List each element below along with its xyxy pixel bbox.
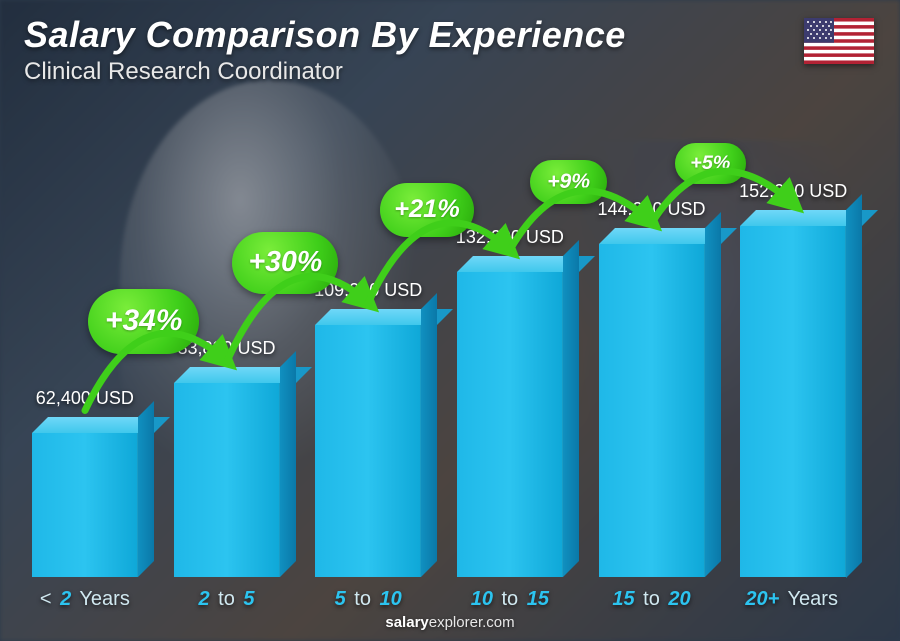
salary-bar-chart: 62,400 USD< 2 Years83,800 USD2 to 5109,0… [14, 110, 864, 577]
bar-front [174, 383, 280, 577]
bar-top [32, 417, 154, 433]
value-label: 152,000 USD [739, 181, 847, 202]
x-axis-label: 5 to 10 [335, 588, 402, 611]
bar-side [280, 351, 296, 577]
percent-increase-badge: +9% [530, 160, 607, 204]
bar-top [457, 256, 579, 272]
bar [599, 244, 705, 577]
bar [315, 325, 421, 577]
bar-front [315, 325, 421, 577]
bar-side [421, 293, 437, 577]
bar-front [740, 226, 846, 578]
bar-side [563, 240, 579, 577]
value-label: 62,400 USD [36, 388, 134, 409]
title-block: Salary Comparison By Experience Clinical… [24, 14, 626, 86]
bar-top [599, 228, 721, 244]
footer-brand-bold: salary [385, 614, 428, 631]
infographic-content: Salary Comparison By Experience Clinical… [0, 0, 900, 641]
bar-front [32, 433, 138, 577]
bar-top [740, 210, 862, 226]
footer-attribution: salaryexplorer.com [0, 614, 900, 631]
bar-slot: 152,000 USD20+ Years [722, 110, 864, 577]
x-axis-label: 2 to 5 [198, 588, 254, 611]
bar-side [138, 401, 154, 577]
bar-front [457, 272, 563, 577]
chart-title: Salary Comparison By Experience [24, 14, 626, 56]
us-flag-icon [804, 18, 874, 64]
x-axis-label: < 2 Years [37, 588, 133, 611]
percent-increase-badge: +30% [232, 232, 338, 293]
bar [32, 433, 138, 577]
footer-brand-rest: explorer.com [429, 614, 515, 631]
percent-increase-badge: +34% [88, 289, 200, 354]
bar-front [599, 244, 705, 577]
percent-increase-badge: +21% [380, 183, 473, 237]
chart-subtitle: Clinical Research Coordinator [24, 58, 626, 86]
bar [174, 383, 280, 577]
bar-top [315, 309, 437, 325]
bar [740, 226, 846, 578]
bar-slot: 109,000 USD5 to 10 [297, 110, 439, 577]
bar [457, 272, 563, 577]
bar-top [174, 367, 296, 383]
value-label: 144,000 USD [597, 199, 705, 220]
x-axis-label: 20+ Years [745, 588, 841, 611]
percent-increase-badge: +5% [675, 143, 746, 184]
x-axis-label: 10 to 15 [471, 588, 549, 611]
bar-side [705, 212, 721, 577]
x-axis-label: 15 to 20 [612, 588, 690, 611]
value-label: 132,000 USD [456, 227, 564, 248]
bar-side [846, 194, 862, 578]
